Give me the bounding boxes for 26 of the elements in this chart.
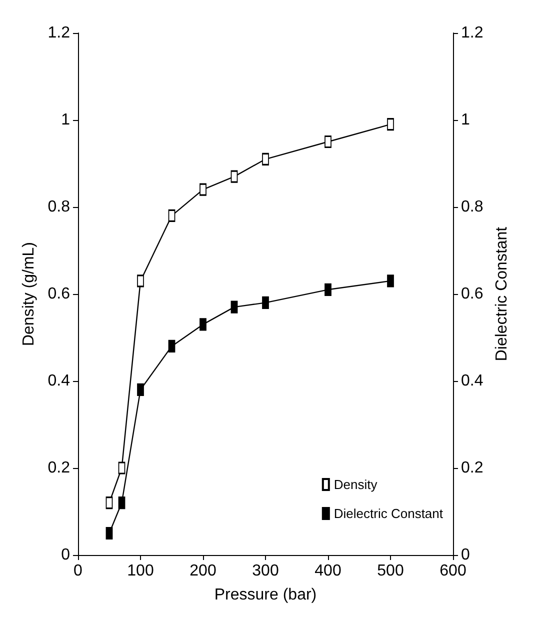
y-axis-title: Density (g/mL) (20, 242, 38, 346)
x-tick-label: 600 (440, 562, 466, 580)
y2-axis-title: Dielectric Constant (494, 226, 511, 362)
legend-label: Density (334, 477, 378, 492)
x-tick-label: 100 (127, 562, 154, 580)
y-tick-label: 0.2 (48, 460, 70, 476)
y-tick-label: 0 (61, 546, 70, 564)
y2-tick-label: 0.8 (461, 198, 484, 216)
y-tick-label: 1.2 (48, 24, 70, 42)
y-tick-label: 0.6 (48, 286, 70, 302)
y-tick-label: 0.8 (48, 198, 70, 216)
x-tick-label: 0 (74, 562, 83, 580)
y2-tick-label: 0.4 (461, 372, 484, 390)
x-tick-label: 200 (190, 562, 216, 580)
y-tick-label: 0.4 (48, 372, 70, 390)
y2-tick-label: 1 (461, 112, 470, 128)
y2-tick-label: 0.2 (461, 460, 484, 476)
x-tick-label: 300 (252, 562, 279, 580)
x-tick-label: 400 (314, 562, 342, 580)
y-tick-label: 1 (61, 112, 70, 128)
y2-tick-label: 1.2 (461, 24, 484, 42)
y2-tick-label: 0 (461, 546, 470, 564)
legend-label: Dielectric Constant (334, 506, 444, 521)
x-axis-title: Pressure (bar) (214, 586, 317, 604)
y2-tick-label: 0.6 (461, 286, 484, 302)
x-tick-label: 500 (377, 562, 404, 580)
